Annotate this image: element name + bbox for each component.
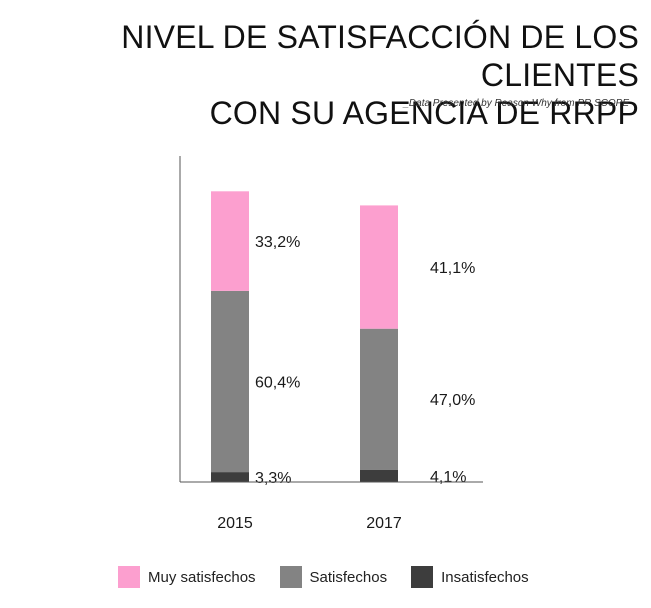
data-label-2015-satisfechos: 60,4% [255,375,300,392]
x-tick-label-2017: 2017 [366,515,402,532]
bar-2015-insatisfechos [211,472,249,482]
data-label-2015-muy-satisfechos: 33,2% [255,234,300,251]
legend: Muy satisfechos Satisfechos Insatisfecho… [118,566,529,588]
legend-swatch-insatisfechos [411,566,434,588]
bar-2017-insatisfechos [360,469,398,482]
data-label-2015-insatisfechos: 3,3% [255,470,291,487]
x-tick-label-2015: 2015 [217,515,253,532]
data-label-2017-insatisfechos: 4,1% [430,469,466,486]
legend-item-muy-satisfechos: Muy satisfechos [118,566,256,588]
legend-item-insatisfechos: Insatisfechos [411,566,529,588]
bar-2015-satisfechos [211,290,249,473]
data-label-2017-satisfechos: 47,0% [430,392,475,409]
chart-title-line-2: CON SU AGENCIA DE RRPP [209,95,639,131]
bar-2015-muy-satisfechos [211,191,249,291]
stacked-bar-chart: 3,3% 60,4% 33,2% 2015 4,1% 47,0% 41,1% 2017 [179,156,483,532]
legend-label-muy-satisfechos: Muy satisfechos [148,568,256,586]
chart-title-line-1: NIVEL DE SATISFACCIÓN DE LOS CLIENTES [121,19,639,93]
bar-2017-muy-satisfechos [360,205,398,329]
legend-swatch-muy-satisfechos [118,566,140,588]
source-note: _Data Presented by Reason Why from PR SC… [403,98,629,109]
data-label-2017-muy-satisfechos: 41,1% [430,260,475,277]
chart-title: NIVEL DE SATISFACCIÓN DE LOS CLIENTES CO… [9,18,639,132]
bar-2017-satisfechos [360,328,398,470]
legend-label-satisfechos: Satisfechos [309,568,388,586]
legend-item-satisfechos: Satisfechos [279,566,388,588]
legend-swatch-satisfechos [279,566,302,588]
legend-label-insatisfechos: Insatisfechos [441,568,529,586]
